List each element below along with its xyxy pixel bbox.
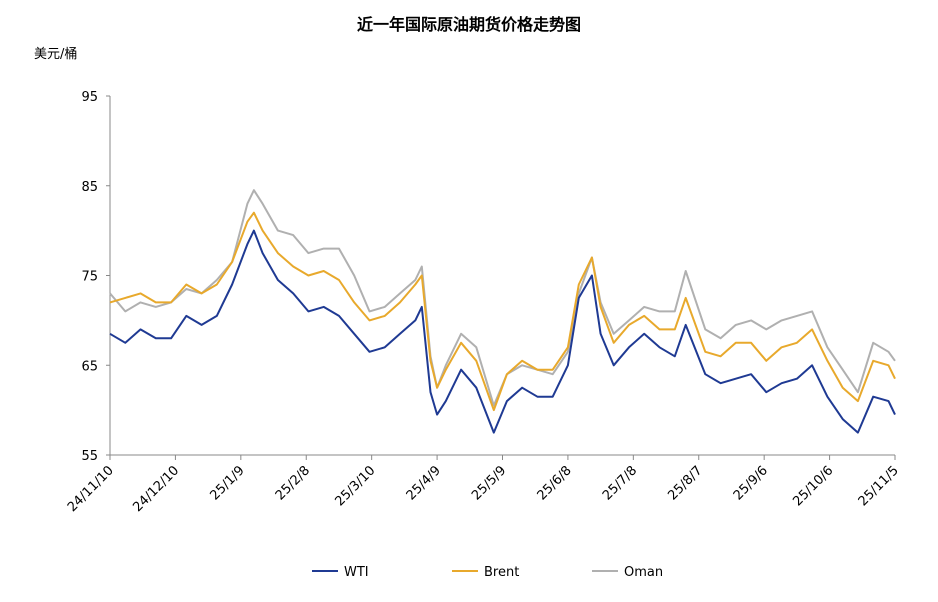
x-tick-label: 25/5/9	[469, 463, 509, 503]
y-tick-label: 85	[81, 180, 98, 195]
x-tick-label: 25/1/9	[207, 463, 247, 503]
chart-title: 近一年国际原油期货价格走势图	[357, 15, 581, 34]
y-tick-label: 65	[81, 359, 98, 374]
x-tick-label: 25/3/10	[332, 463, 378, 509]
x-tick-label: 25/6/8	[535, 463, 575, 503]
x-tick-label: 24/12/10	[130, 463, 182, 515]
y-axis-label: 美元/桶	[34, 47, 77, 62]
x-tick-label: 25/10/6	[790, 463, 836, 509]
legend-label: WTI	[344, 565, 369, 580]
x-tick-label: 24/11/10	[65, 463, 117, 515]
x-tick-label: 25/2/8	[273, 463, 313, 503]
y-tick-label: 75	[81, 270, 98, 285]
x-tick-label: 25/8/7	[665, 463, 705, 503]
x-tick-label: 25/7/8	[600, 463, 640, 503]
series-line	[109, 189, 896, 407]
legend-label: Brent	[484, 565, 519, 580]
series-line	[109, 211, 896, 412]
y-tick-label: 55	[81, 449, 98, 464]
x-tick-label: 25/11/5	[856, 463, 902, 509]
series-line	[109, 229, 896, 434]
x-tick-label: 25/4/9	[404, 463, 444, 503]
legend-label: Oman	[624, 565, 663, 580]
x-tick-label: 25/9/6	[731, 463, 771, 503]
y-tick-label: 95	[81, 90, 98, 105]
